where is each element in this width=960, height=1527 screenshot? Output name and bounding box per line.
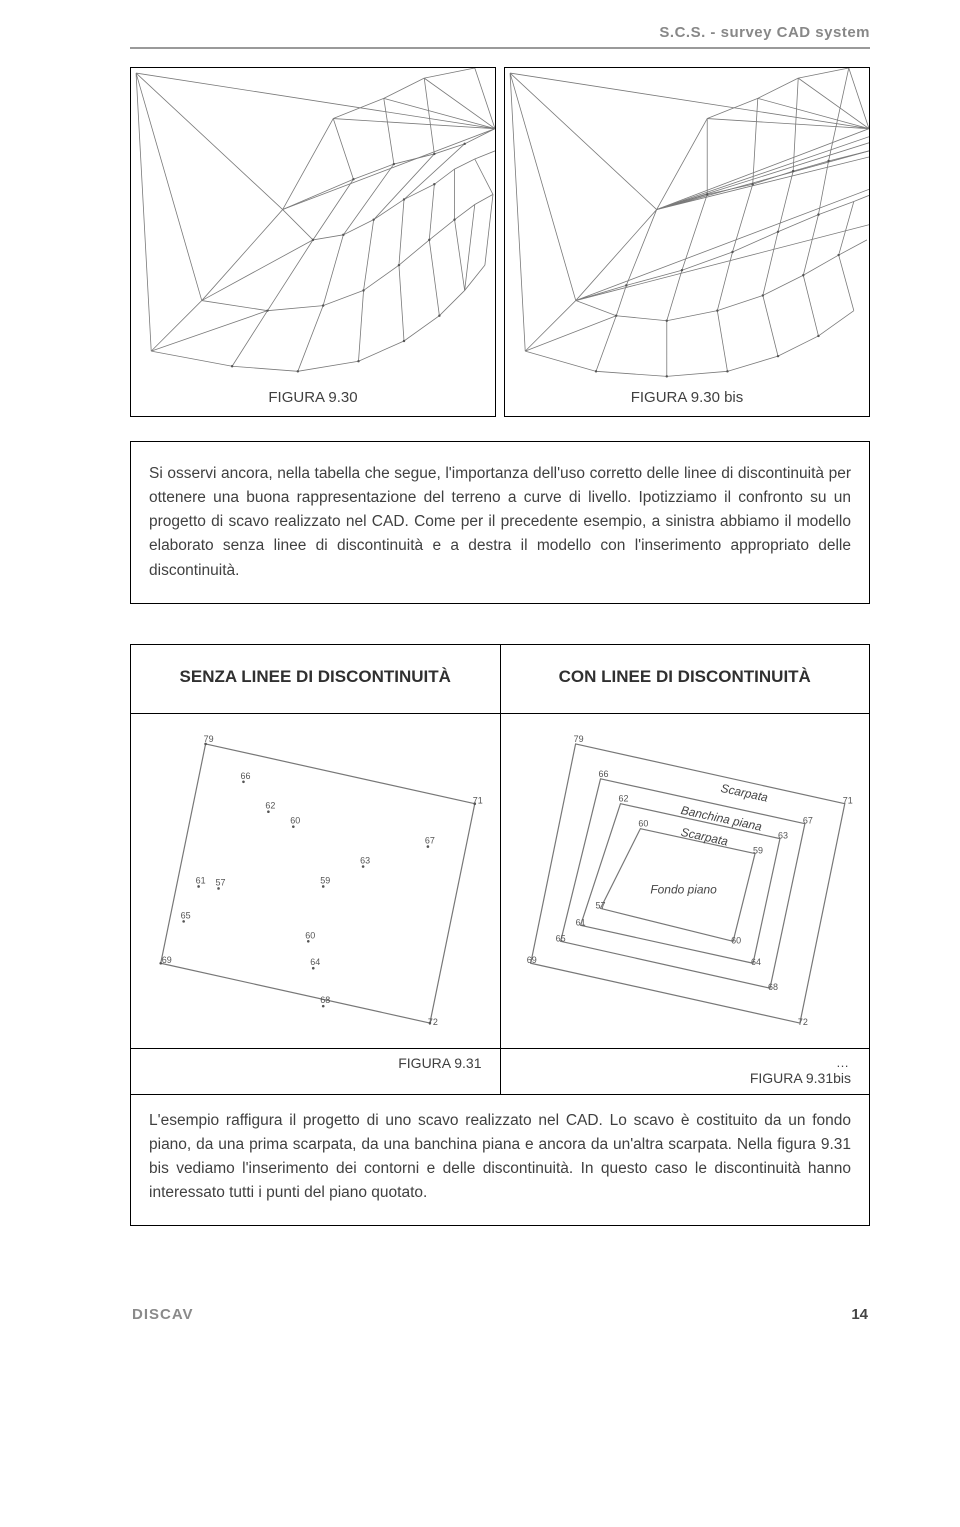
svg-text:68: 68 [767,982,777,992]
svg-text:59: 59 [753,845,763,855]
caption-9-30-bis: FIGURA 9.30 bis [505,381,869,416]
svg-text:65: 65 [181,910,191,920]
svg-text:72: 72 [797,1017,807,1027]
svg-text:79: 79 [573,733,583,743]
header-text: S.C.S. - survey CAD system [130,24,870,43]
svg-text:60: 60 [305,930,315,940]
svg-text:64: 64 [751,957,761,967]
svg-text:69: 69 [526,955,536,965]
svg-text:59: 59 [320,875,330,885]
svg-text:60: 60 [638,818,648,828]
svg-text:69: 69 [162,955,172,965]
mesh-diagram-right [505,68,869,381]
header-rule [130,47,870,49]
top-figure-pair: FIGURA 9.30 [130,67,870,417]
svg-text:68: 68 [320,995,330,1005]
svg-text:60: 60 [731,935,741,945]
svg-text:66: 66 [240,770,250,780]
svg-text:66: 66 [598,768,608,778]
comparison-header-left: SENZA LINEE DI DISCONTINUITÀ [131,644,501,713]
svg-text:67: 67 [425,835,435,845]
caption-9-31: FIGURA 9.31 [131,1048,501,1094]
paragraph-2: L'esempio raffigura il progetto di uno s… [131,1094,870,1225]
svg-text:62: 62 [265,800,275,810]
comparison-cell-right: Scarpata Banchina piana Scarpata Fondo p… [500,713,870,1048]
svg-text:71: 71 [842,795,852,805]
svg-text:65: 65 [555,933,565,943]
footer-page-num: 14 [851,1306,868,1323]
paragraph-1: Si osservi ancora, nella tabella che seg… [130,441,870,603]
svg-text:61: 61 [196,875,206,885]
svg-text:67: 67 [802,815,812,825]
cad-diagram-left: 79 66 62 60 71 67 63 61 57 59 65 69 60 6… [131,714,500,1043]
page-footer: DISCAV 14 [130,1306,870,1323]
mesh-diagram-left [131,68,495,381]
comparison-cell-left: 79 66 62 60 71 67 63 61 57 59 65 69 60 6… [131,713,501,1048]
svg-text:79: 79 [204,733,214,743]
caption-ellipsis: … [501,1055,852,1070]
figure-9-30: FIGURA 9.30 [130,67,496,417]
svg-text:57: 57 [595,900,605,910]
svg-text:61: 61 [575,917,585,927]
label-scarpata-1: Scarpata [719,781,769,805]
svg-text:64: 64 [310,957,320,967]
svg-text:57: 57 [216,877,226,887]
caption-9-31-bis-cell: … FIGURA 9.31bis [500,1048,870,1094]
cad-diagram-right: Scarpata Banchina piana Scarpata Fondo p… [501,714,870,1043]
footer-left: DISCAV [132,1306,194,1323]
label-fondo: Fondo piano [650,882,717,896]
caption-9-31-bis: FIGURA 9.31bis [501,1070,852,1086]
comparison-header-right: CON LINEE DI DISCONTINUITÀ [500,644,870,713]
svg-text:63: 63 [777,830,787,840]
label-scarpata-2: Scarpata [679,824,729,848]
figure-9-30-bis: FIGURA 9.30 bis [504,67,870,417]
svg-text:63: 63 [360,855,370,865]
svg-text:60: 60 [290,815,300,825]
caption-9-30: FIGURA 9.30 [131,381,495,416]
svg-text:62: 62 [618,793,628,803]
comparison-table: SENZA LINEE DI DISCONTINUITÀ CON LINEE D… [130,644,870,1226]
